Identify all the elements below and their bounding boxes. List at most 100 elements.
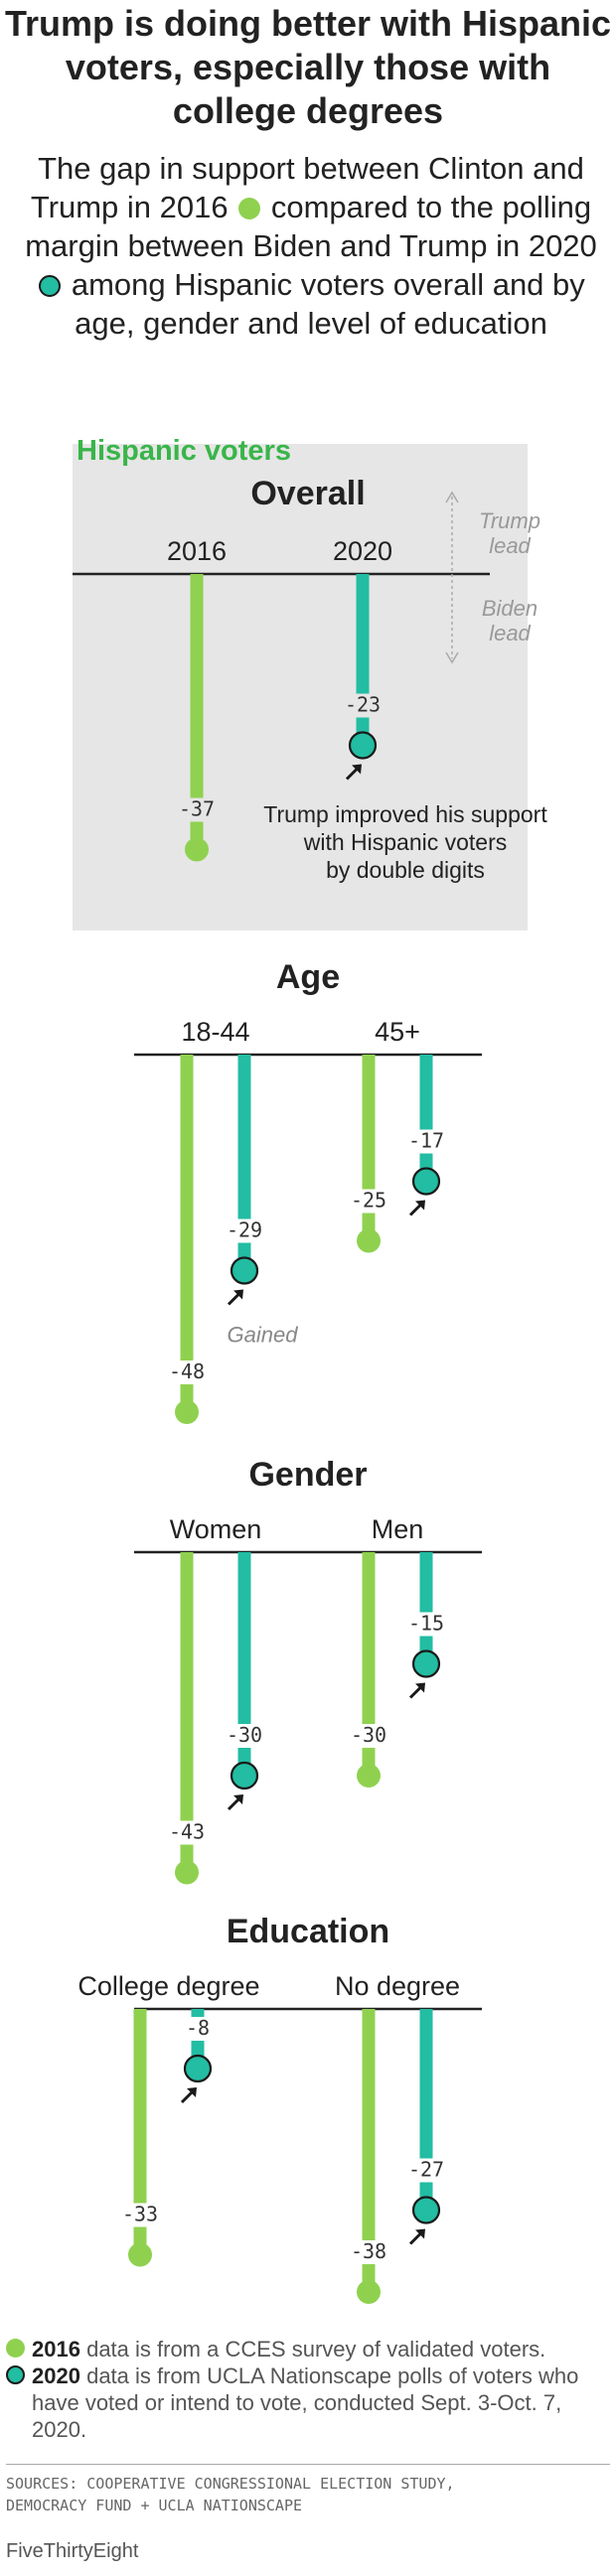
section-2-g0-2016-value: -43 <box>169 1820 205 1844</box>
section-3-g1-2020-value-bg <box>404 2158 448 2183</box>
section-3-g1-2020-dot <box>411 2196 441 2224</box>
chart-subtitle: The gap in support between Clinton and T… <box>18 149 604 343</box>
section-2-g1-2020-value: -15 <box>408 1612 444 1636</box>
section-1-g1-2016-dot <box>357 1228 381 1253</box>
section-2-g0-2020-value: -30 <box>227 1723 262 1747</box>
section-2-g1-2016-value-bg <box>347 1724 390 1748</box>
section-3-g0-2016-value: -33 <box>122 2203 158 2226</box>
overall-annotation-line-0: Trump improved his support <box>263 801 547 827</box>
section-1-g0-2016-bar <box>180 1055 194 1412</box>
legend-2016-year: 2016 <box>32 2337 80 2361</box>
overall-panel <box>73 444 528 930</box>
section-2-g0-2016-dot <box>175 1860 199 1885</box>
section-1-g0-2020-arrow-icon <box>227 1289 243 1306</box>
section-1-g1-2020-dot <box>411 1167 441 1196</box>
section-1-g1-2020-bar <box>419 1055 433 1182</box>
section-3-g0-2016-value-bg <box>118 2203 162 2227</box>
section-2-g0-2020-dot <box>230 1761 259 1790</box>
section-2-g0-2020-arrow-icon <box>227 1794 243 1811</box>
section-1-g1-2020-value-bg <box>404 1129 448 1154</box>
section-1-g0-2016-value-bg <box>165 1360 209 1384</box>
legend-2020-text: data is from UCLA Nationscape polls of v… <box>32 2363 579 2442</box>
section-1-g0-2020-arrow-icon-head <box>233 1289 243 1300</box>
section-0-g0-2016-dot <box>185 837 209 862</box>
lead-axis-up-arrow-icon <box>445 491 459 503</box>
section-1-g0-2016-value: -48 <box>169 1360 205 1383</box>
section-1-g0-2020-value-bg <box>223 1218 266 1243</box>
section-2-g1-2016-value: -30 <box>351 1723 386 1747</box>
section-3-group-1-label: No degree <box>335 1971 460 2001</box>
legend-2020-year: 2020 <box>32 2363 80 2388</box>
biden-lead-label-1: Biden <box>482 596 538 621</box>
section-1-g1-2020-arrow-icon <box>408 1200 425 1216</box>
divider <box>6 2464 610 2465</box>
section-1-g0-2020-bar <box>237 1055 251 1271</box>
subtitle-part-1: The gap in support between Clinton and T… <box>30 151 584 224</box>
section-2-title: Gender <box>248 1456 367 1494</box>
section-2-g1-2016-bar <box>362 1552 376 1776</box>
section-2-group-1-label: Men <box>372 1514 424 1544</box>
subtitle-part-3: among Hispanic voters overall and by age… <box>71 267 585 341</box>
section-2-group-0-label: Women <box>170 1514 262 1544</box>
section-0-g0-2020-dot <box>348 731 378 760</box>
section-3-g0-2020-value: -8 <box>186 2016 210 2040</box>
section-2-g0-2016-bar <box>180 1552 194 1873</box>
section-0-g0-2020-value-bg <box>341 693 385 718</box>
section-0-g0-2020-arrow-icon <box>345 764 362 781</box>
section-2-g1-2016-dot <box>357 1764 381 1788</box>
section-3-g0-2020-dot <box>183 2054 213 2083</box>
section-2-g1-2020-dot <box>411 1649 441 1678</box>
section-2-g1-2020-arrow-icon-head <box>415 1682 425 1693</box>
sources-line-1: SOURCES: COOPERATIVE CONGRESSIONAL ELECT… <box>6 2475 455 2493</box>
section-2-g1-2020-value-bg <box>404 1612 448 1637</box>
section-3-g1-2016-dot <box>357 2280 381 2304</box>
section-3-g0-2016-bar <box>133 2009 147 2255</box>
section-0-g0-2016-value: -37 <box>179 797 215 821</box>
section-3-g0-2020-arrow-icon <box>180 2087 197 2104</box>
dot-2020-icon <box>39 275 62 297</box>
hispanic-voters-label: Hispanic voters <box>77 435 291 467</box>
legend-2016-dot-icon <box>6 2339 25 2358</box>
subtitle-part-2: compared to the polling margin between B… <box>25 190 597 263</box>
section-3-g0-2016-dot <box>128 2242 152 2267</box>
section-0-g0-2020-bar <box>356 574 370 746</box>
legend: 2016 data is from a CCES survey of valid… <box>6 2336 612 2443</box>
section-3-title: Education <box>227 1913 389 1950</box>
section-1-g1-2020-value: -17 <box>408 1129 444 1153</box>
lead-axis-down-arrow-icon <box>445 651 459 664</box>
overall-annotation-line-1: with Hispanic voters <box>303 829 508 855</box>
section-1-title: Age <box>276 958 340 996</box>
section-1-g1-2016-value-bg <box>347 1189 390 1214</box>
section-3-g0-2020-value-bg <box>176 2017 220 2041</box>
section-1-group-1-label: 45+ <box>375 1017 420 1047</box>
section-2-g1-2020-bar <box>419 1552 433 1664</box>
section-3-g1-2020-value: -27 <box>408 2158 444 2182</box>
section-3-g1-2020-arrow-icon-head <box>415 2228 425 2239</box>
section-1-group-0-label: 18-44 <box>181 1017 249 1047</box>
section-0-title: Overall <box>250 475 365 512</box>
section-2-g1-2020-arrow-icon <box>408 1682 425 1699</box>
section-1-g0-2020-value: -29 <box>227 1218 262 1242</box>
section-3-group-0-label: College degree <box>77 1971 259 2001</box>
section-3-g1-2016-value: -38 <box>351 2239 386 2263</box>
brand-logo: FiveThirtyEight <box>6 2540 139 2562</box>
section-3-g1-2020-arrow-icon <box>408 2228 425 2245</box>
overall-annotation-line-2: by double digits <box>326 857 485 883</box>
section-2-g0-2020-arrow-icon-head <box>233 1794 243 1804</box>
biden-lead-label-2: lead <box>489 621 531 645</box>
chart-title: Trump is doing better with Hispanic vote… <box>4 3 612 131</box>
section-1-g0-2020-note: Gained <box>228 1323 299 1348</box>
section-2-g0-2020-bar <box>237 1552 251 1776</box>
section-1-g0-2016-dot <box>175 1400 199 1424</box>
section-0-g0-2016-value-bg <box>175 797 219 822</box>
section-0-g0-2020-value: -23 <box>345 693 381 717</box>
section-3-g0-2020-arrow-icon-head <box>187 2087 197 2097</box>
section-0-g0-2016-year-label: 2016 <box>167 536 227 566</box>
section-0-g0-2020-year-label: 2020 <box>333 536 392 566</box>
sources: SOURCES: COOPERATIVE CONGRESSIONAL ELECT… <box>6 2473 455 2516</box>
sources-line-2: DEMOCRACY FUND + UCLA NATIONSCAPE <box>6 2497 303 2514</box>
legend-2016-text: data is from a CCES survey of validated … <box>86 2337 546 2361</box>
legend-2020-dot-icon <box>6 2365 25 2384</box>
section-2-g0-2016-value-bg <box>165 1820 209 1845</box>
